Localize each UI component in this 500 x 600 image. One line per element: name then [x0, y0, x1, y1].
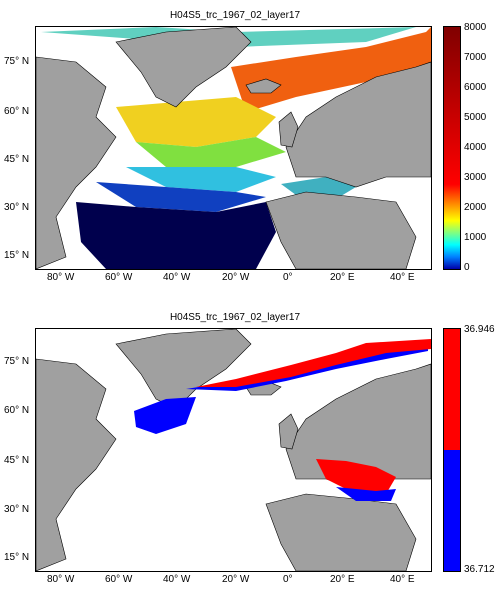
top-tracer-field-yellow	[116, 97, 276, 147]
bottom-land-africa	[265, 493, 417, 571]
bottom-lat-label: 30° N	[4, 504, 30, 515]
bottom-land-north-america	[36, 358, 117, 571]
bottom-lon-label: 80° W	[47, 574, 75, 585]
bottom-field-red-norway	[196, 339, 431, 387]
bottom-lat-label: 60° N	[4, 405, 30, 416]
top-map-svg	[36, 27, 431, 269]
top-map-title: H04S5_trc_1967_02_layer17	[169, 10, 301, 21]
top-lat-label: 15° N	[4, 250, 30, 261]
top-tracer-field-warm	[231, 27, 431, 112]
top-colorbar-tick: 7000	[464, 52, 487, 63]
bottom-lat-label: 45° N	[4, 455, 30, 466]
top-colorbar-tick: 3000	[464, 172, 487, 183]
top-colorbar-tick: 5000	[464, 112, 487, 123]
top-tracer-field-green	[136, 137, 286, 167]
bottom-lon-label: 20° W	[222, 574, 250, 585]
top-colorbar-tick: 1000	[464, 232, 487, 243]
top-lat-label: 75° N	[4, 56, 30, 67]
bottom-colorbar-max: 36.946	[464, 324, 495, 335]
bottom-field-blue-med	[336, 487, 396, 501]
top-lat-label: 45° N	[4, 154, 30, 165]
top-colorbar-tick: 8000	[464, 22, 487, 33]
top-colorbar-tick: 2000	[464, 202, 487, 213]
top-tracer-field-deep	[76, 202, 276, 269]
top-colorbar-tick: 0	[464, 262, 470, 273]
bottom-lon-label: 60° W	[105, 574, 133, 585]
top-lon-label: 0°	[283, 272, 293, 283]
bottom-map-panel[interactable]	[35, 328, 432, 572]
top-map-panel[interactable]	[35, 26, 432, 270]
top-land-africa	[265, 191, 417, 269]
bottom-land-europe	[285, 363, 431, 490]
top-land-north-america	[36, 56, 117, 269]
bottom-colorbar-min: 36.712	[464, 564, 495, 575]
bottom-lon-label: 0°	[283, 574, 293, 585]
bottom-lon-label: 20° E	[330, 574, 355, 585]
bottom-field-red-med	[316, 459, 396, 494]
top-land-iceland	[245, 78, 282, 94]
top-lon-label: 80° W	[47, 272, 75, 283]
top-colorbar	[443, 26, 461, 270]
top-lon-label: 60° W	[105, 272, 133, 283]
bottom-colorbar	[443, 328, 461, 572]
bottom-field-blue-labrador	[134, 397, 196, 434]
bottom-lon-label: 40° W	[163, 574, 191, 585]
top-tracer-field-blue	[96, 182, 266, 212]
top-colorbar-tick: 4000	[464, 142, 487, 153]
top-land-greenland	[115, 27, 252, 108]
top-lon-label: 20° E	[330, 272, 355, 283]
bottom-lat-label: 15° N	[4, 552, 30, 563]
top-tracer-field-cyan	[126, 167, 276, 192]
top-land-uk	[278, 111, 299, 148]
top-lat-label: 60° N	[4, 106, 30, 117]
bottom-map-svg	[36, 329, 431, 571]
top-colorbar-tick: 6000	[464, 82, 487, 93]
top-lon-label: 20° W	[222, 272, 250, 283]
top-lat-label: 30° N	[4, 202, 30, 213]
top-lon-label: 40° W	[163, 272, 191, 283]
bottom-lat-label: 75° N	[4, 356, 30, 367]
bottom-land-greenland	[115, 329, 252, 410]
top-lon-label: 40° E	[390, 272, 415, 283]
bottom-lon-label: 40° E	[390, 574, 415, 585]
top-land-europe	[285, 61, 431, 188]
bottom-land-uk	[278, 413, 299, 450]
bottom-map-title: H04S5_trc_1967_02_layer17	[169, 312, 301, 323]
